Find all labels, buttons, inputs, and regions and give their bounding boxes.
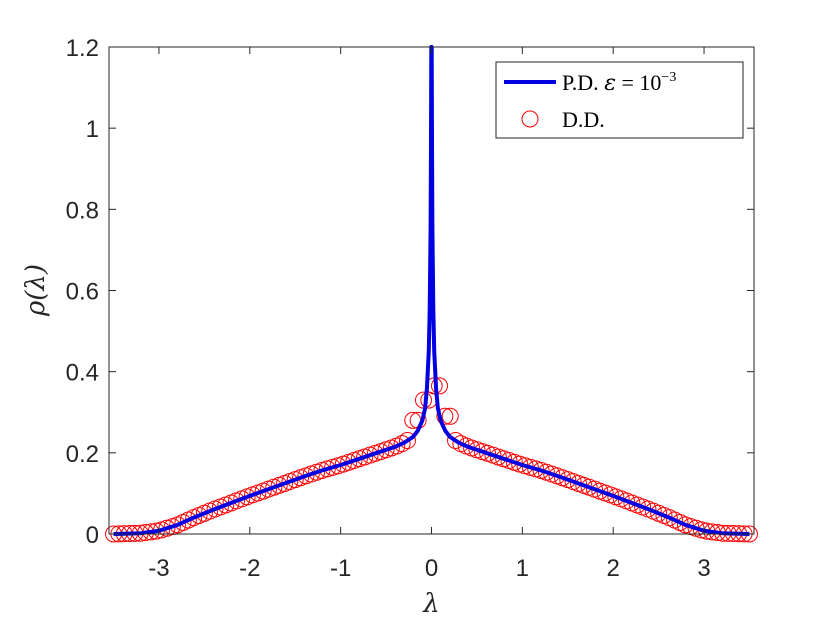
x-tick-label: -3	[148, 555, 169, 582]
x-tick-label: -1	[330, 555, 351, 582]
legend-label-dd: D.D.	[562, 107, 605, 132]
y-tick-label: 0	[86, 522, 99, 549]
x-axis-label: λ	[422, 589, 439, 619]
legend-marker-swatch	[521, 110, 539, 128]
x-tick-label: 1	[516, 555, 529, 582]
x-tick-label: -2	[239, 555, 260, 582]
y-tick-label: 1.2	[66, 35, 99, 62]
series-layer	[105, 45, 758, 543]
dd-point	[441, 407, 459, 425]
x-tick-label: 2	[607, 555, 620, 582]
legend-pd-eq: = 10	[616, 70, 661, 95]
x-tick-label: 0	[425, 555, 438, 582]
x-tick-label: 3	[697, 555, 710, 582]
dd-point	[398, 432, 416, 450]
dd-point	[436, 407, 454, 425]
legend-pd-prefix: P.D.	[562, 70, 604, 95]
legend-pd-exp: −3	[661, 70, 676, 85]
y-axis-label: ρ(λ)	[21, 264, 51, 317]
y-tick-label: 0.2	[66, 441, 99, 468]
dd-point	[393, 435, 411, 453]
legend: P.D. ε = 10−3 D.D.	[495, 61, 744, 139]
dd-point	[431, 377, 449, 395]
ticks-layer: -3 -2 -1 0 1 2 3 0 0.2 0.4 0.6 0.8 1 1.2	[66, 35, 754, 582]
legend-box	[495, 61, 744, 139]
legend-pd-eps: ε	[604, 71, 616, 96]
dd-point	[447, 432, 465, 450]
y-tick-label: 0.6	[66, 279, 99, 306]
y-tick-label: 0.4	[66, 360, 99, 387]
legend-label-pd: P.D. ε = 10−3	[562, 70, 676, 96]
y-tick-label: 1	[86, 116, 99, 143]
y-tick-label: 0.8	[66, 197, 99, 224]
